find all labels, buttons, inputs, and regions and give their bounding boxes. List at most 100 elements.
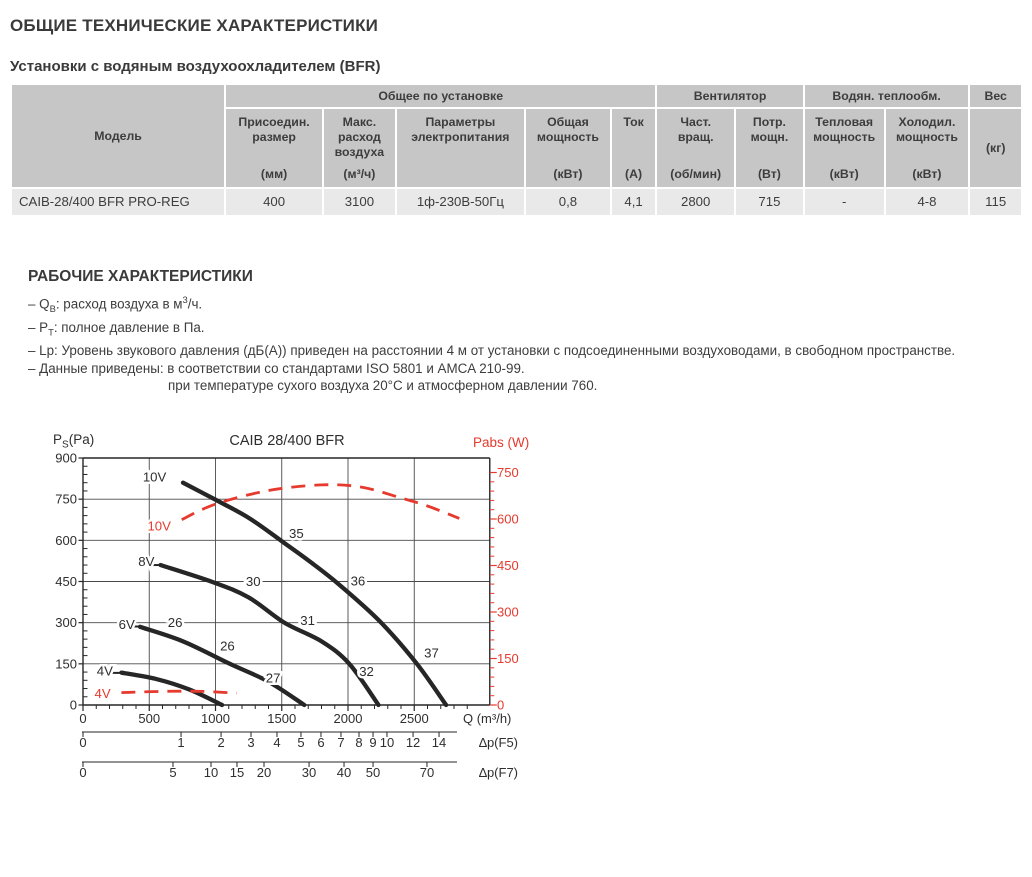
f5_axis-tick-label: 12 xyxy=(406,735,420,750)
left-tick-label: 600 xyxy=(55,533,77,548)
f7_axis-tick-label: 70 xyxy=(420,765,434,780)
col-header: Тепловая мощность (кВт) xyxy=(802,107,886,189)
left-tick-label: 0 xyxy=(70,698,77,713)
note-line: – Данные приведены: в соответствии со ст… xyxy=(28,360,525,376)
f7_axis-title: ∆p(F7) xyxy=(479,765,518,780)
spec-value: 1ф-230В-50Гц xyxy=(394,187,527,217)
sound-level-label: 30 xyxy=(246,574,261,589)
spec-value: - xyxy=(802,187,886,217)
f5_axis-tick-label: 8 xyxy=(355,735,362,750)
f5_axis-tick-label: 14 xyxy=(432,735,446,750)
spec-value: 400 xyxy=(224,187,325,217)
speed-label-10V: 10V xyxy=(147,519,171,534)
spec-value: 4,1 xyxy=(609,187,658,217)
group-header-fan: Вентилятор xyxy=(655,83,805,109)
col-header-name: Параметры электропитания xyxy=(411,115,510,144)
sound-level-label: 27 xyxy=(266,671,281,686)
pressure-curve-8V xyxy=(158,562,381,708)
col-header-name: Общая мощность xyxy=(536,115,599,144)
note-line: при температуре сухого воздуха 20°С и ат… xyxy=(168,378,598,394)
col-header: Ток (А) xyxy=(609,107,658,189)
f5_axis-tick-label: 2 xyxy=(217,735,224,750)
col-header: Присоедин. размер (мм) xyxy=(224,107,325,189)
spec-value: 3100 xyxy=(322,187,397,217)
f7_axis-tick-label: 30 xyxy=(302,765,316,780)
note-line: – QВ: расход воздуха в м3/ч. xyxy=(28,295,203,315)
pressure-curve-6V xyxy=(137,624,307,708)
col-header-unit: (кВт) xyxy=(912,167,942,181)
right-tick-label: 750 xyxy=(497,465,519,480)
spec-value: 2800 xyxy=(655,187,737,217)
col-header-unit: (кВт) xyxy=(829,167,859,181)
col-header: Потр. мощн. (Вт) xyxy=(734,107,805,189)
power-curve-4V xyxy=(121,689,237,695)
x-tick-label: 2500 xyxy=(400,711,429,726)
model-value: CAIB-28/400 BFR PRO-REG xyxy=(9,187,227,217)
spec-value: 4-8 xyxy=(883,187,971,217)
speed-label-4V: 4V xyxy=(97,663,113,678)
col-header-unit: (об/мин) xyxy=(670,167,722,181)
left-tick-label: 450 xyxy=(55,574,77,589)
col-header-unit: (мм) xyxy=(260,167,288,181)
x-axis-title: Q (m³/h) xyxy=(463,711,511,726)
speed-label-6V: 6V xyxy=(119,617,135,632)
x-tick-label: 1000 xyxy=(201,711,230,726)
col-header-unit: (А) xyxy=(625,167,643,181)
spec-table: Модель Общее по установке Вентилятор Водян.… xyxy=(9,83,1023,217)
col-header: Макс. расход воздуха (м³/ч) xyxy=(322,107,397,189)
pressure-curve-4V xyxy=(119,670,225,708)
col-header: Холодил. мощность (кВт) xyxy=(883,107,971,189)
table-row: CAIB-28/400 BFR PRO-REG 400 3100 1ф-230В-50… xyxy=(9,187,1023,217)
speed-label-4V: 4V xyxy=(95,686,111,701)
f5_axis-tick-label: 10 xyxy=(380,735,394,750)
pressure-curve-10V xyxy=(180,480,449,708)
f5_axis-tick-label: 3 xyxy=(247,735,254,750)
col-header-name: Потр. мощн. xyxy=(750,115,789,144)
right-tick-label: 600 xyxy=(497,512,519,527)
left-tick-label: 150 xyxy=(55,656,77,671)
col-header-name: Ток xyxy=(623,115,644,129)
working-characteristics-heading: РАБОЧИЕ ХАРАКТЕРИСТИКИ xyxy=(28,268,253,285)
col-header: Общая мощность (кВт) xyxy=(524,107,612,189)
f5_axis-tick-label: 0 xyxy=(79,735,86,750)
sound-level-label: 31 xyxy=(300,613,315,628)
spec-table-grid: Модель Общее по установке Вентилятор Водян.… xyxy=(9,83,1023,217)
left-tick-label: 900 xyxy=(55,451,77,466)
f5_axis-tick-label: 1 xyxy=(177,735,184,750)
fan-performance-chart: 0 150 300 450 600 750 900 0 150 300 450 600 750 0 500 1… xyxy=(0,425,560,795)
x-tick-label: 1500 xyxy=(267,711,296,726)
sound-level-label: 26 xyxy=(220,638,235,653)
f7_axis-tick-label: 5 xyxy=(169,765,176,780)
sound-level-label: 26 xyxy=(168,615,183,630)
right-axis-title: Pabs (W) xyxy=(473,435,529,450)
left-tick-label: 750 xyxy=(55,492,77,507)
left-tick-label: 300 xyxy=(55,615,77,630)
f5_axis-tick-label: 5 xyxy=(297,735,304,750)
col-header-unit: (Вт) xyxy=(757,167,781,181)
right-tick-label: 300 xyxy=(497,605,519,620)
sound-level-label: 37 xyxy=(424,645,439,660)
page-title: ОБЩИЕ ТЕХНИЧЕСКИЕ ХАРАКТЕРИСТИКИ xyxy=(10,16,379,35)
right-tick-label: 450 xyxy=(497,558,519,573)
sound-level-label: 32 xyxy=(359,664,374,679)
f7_axis-tick-label: 20 xyxy=(257,765,271,780)
col-header-name: Холодил. мощность xyxy=(895,115,958,144)
x-tick-label: 0 xyxy=(79,711,86,726)
f7_axis-tick-label: 15 xyxy=(230,765,244,780)
col-header-weight-unit: (кг) xyxy=(968,107,1023,189)
col-header-name: Макс. расход воздуха xyxy=(334,115,385,159)
f7_axis-tick-label: 40 xyxy=(337,765,351,780)
spec-value: 115 xyxy=(968,187,1023,217)
speed-label-10V: 10V xyxy=(143,470,167,485)
sound-level-label: 36 xyxy=(351,573,366,588)
x-tick-label: 500 xyxy=(138,711,160,726)
left-axis-title: PS(Pa) xyxy=(53,432,94,451)
col-header: Част. вращ. (об/мин) xyxy=(655,107,737,189)
right-tick-label: 0 xyxy=(497,698,504,713)
col-header-name: Присоедин. размер xyxy=(238,115,310,144)
f5_axis-tick-label: 9 xyxy=(369,735,376,750)
col-header: Параметры электропитания xyxy=(394,107,527,189)
x-tick-label: 2000 xyxy=(334,711,363,726)
sound-level-label: 35 xyxy=(289,526,304,541)
